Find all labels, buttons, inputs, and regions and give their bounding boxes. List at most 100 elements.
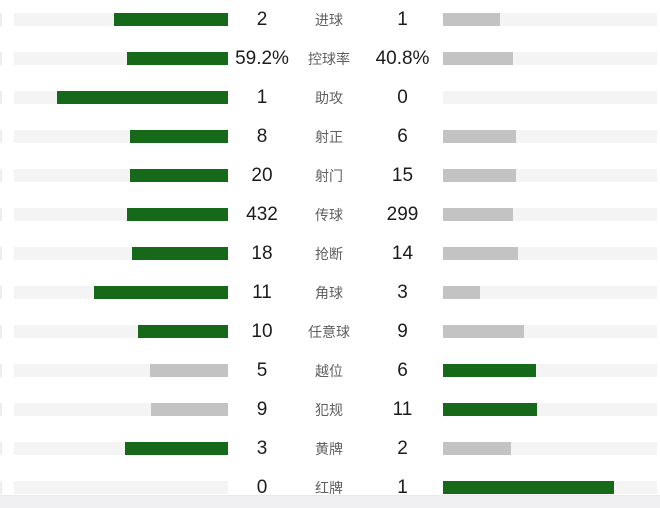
right-bar-fill bbox=[443, 169, 517, 182]
stat-label: 越位 bbox=[315, 362, 343, 379]
stat-row: 1 助攻 0 bbox=[0, 78, 660, 117]
left-value: 3 bbox=[256, 438, 268, 459]
right-value: 299 bbox=[386, 204, 419, 225]
left-value: 432 bbox=[246, 204, 278, 225]
away-bar bbox=[443, 52, 657, 65]
left-edge-sliver bbox=[0, 481, 2, 494]
away-bar bbox=[443, 169, 657, 182]
stat-row: 8 射正 6 bbox=[0, 117, 660, 156]
home-bar bbox=[0, 403, 228, 416]
right-value: 14 bbox=[391, 243, 414, 264]
left-edge-sliver bbox=[0, 403, 2, 416]
right-bar-fill bbox=[443, 286, 480, 299]
right-bar-fill bbox=[443, 364, 537, 377]
left-bar-fill bbox=[130, 169, 228, 182]
stat-label: 控球率 bbox=[308, 50, 350, 67]
stat-label: 射正 bbox=[315, 128, 343, 145]
home-bar bbox=[0, 130, 228, 143]
right-bar-fill bbox=[443, 325, 524, 338]
home-bar bbox=[0, 13, 228, 26]
stat-label: 任意球 bbox=[308, 323, 350, 340]
right-bar-fill bbox=[443, 481, 614, 494]
away-bar bbox=[443, 130, 657, 143]
left-value: 18 bbox=[251, 243, 273, 264]
right-bar-fill bbox=[443, 130, 517, 143]
left-bar-fill bbox=[57, 91, 228, 104]
home-bar bbox=[0, 325, 228, 338]
left-value: 8 bbox=[256, 126, 268, 147]
stat-row: 3 黄牌 2 bbox=[0, 429, 660, 468]
right-bar-fill bbox=[443, 52, 513, 65]
bottom-divider bbox=[0, 495, 660, 508]
away-bar bbox=[443, 403, 657, 416]
right-bar-fill bbox=[443, 403, 538, 416]
left-value: 0 bbox=[256, 477, 268, 498]
stat-row: 432 传球 299 bbox=[0, 195, 660, 234]
stat-label: 黄牌 bbox=[315, 440, 343, 457]
left-edge-sliver bbox=[0, 169, 2, 182]
right-bar-fill bbox=[443, 247, 518, 260]
left-value: 1 bbox=[256, 87, 268, 108]
left-edge-sliver bbox=[0, 364, 2, 377]
away-bar bbox=[443, 13, 657, 26]
stat-row: 2 进球 1 bbox=[0, 0, 660, 39]
left-edge-sliver bbox=[0, 442, 2, 455]
left-edge-sliver bbox=[0, 52, 2, 65]
right-value: 6 bbox=[397, 360, 408, 381]
left-edge-sliver bbox=[0, 286, 2, 299]
stat-label: 犯规 bbox=[315, 401, 343, 418]
away-bar bbox=[443, 91, 657, 104]
stat-row: 18 抢断 14 bbox=[0, 234, 660, 273]
right-value: 0 bbox=[397, 87, 408, 108]
right-value: 2 bbox=[397, 438, 408, 459]
home-bar bbox=[0, 247, 228, 260]
right-bar-fill bbox=[443, 442, 512, 455]
right-value: 11 bbox=[392, 399, 413, 420]
right-value: 9 bbox=[397, 321, 408, 342]
stat-label: 进球 bbox=[315, 11, 343, 28]
right-value: 15 bbox=[391, 165, 414, 186]
stat-row: 20 射门 15 bbox=[0, 156, 660, 195]
left-bar-fill bbox=[130, 130, 228, 143]
right-bar-fill bbox=[443, 13, 500, 26]
stat-row: 0 红牌 1 bbox=[0, 468, 660, 507]
stat-label: 传球 bbox=[315, 206, 343, 223]
left-bar-fill bbox=[114, 13, 228, 26]
stat-label: 红牌 bbox=[315, 479, 343, 496]
left-edge-sliver bbox=[0, 91, 2, 104]
left-value: 20 bbox=[251, 165, 273, 186]
away-bar bbox=[443, 247, 657, 260]
left-bar-fill bbox=[126, 52, 228, 65]
left-edge-sliver bbox=[0, 130, 2, 143]
home-bar bbox=[0, 481, 228, 494]
stat-row: 10 任意球 9 bbox=[0, 312, 660, 351]
left-value: 10 bbox=[251, 321, 273, 342]
right-value: 6 bbox=[397, 126, 408, 147]
home-bar bbox=[0, 169, 228, 182]
away-bar-track bbox=[443, 91, 657, 104]
away-bar bbox=[443, 286, 657, 299]
stat-row: 11 角球 3 bbox=[0, 273, 660, 312]
left-bar-fill bbox=[138, 325, 228, 338]
stat-label: 助攻 bbox=[315, 89, 343, 106]
away-bar bbox=[443, 325, 657, 338]
right-value: 40.8% bbox=[375, 48, 430, 69]
right-value: 1 bbox=[397, 9, 408, 30]
right-value: 3 bbox=[397, 282, 408, 303]
stat-label: 抢断 bbox=[315, 245, 343, 262]
stat-label: 射门 bbox=[315, 167, 343, 184]
stat-row: 9 犯规 11 bbox=[0, 390, 660, 429]
left-value: 9 bbox=[256, 399, 268, 420]
left-edge-sliver bbox=[0, 208, 2, 221]
left-bar-fill bbox=[126, 208, 228, 221]
home-bar bbox=[0, 364, 228, 377]
home-bar bbox=[0, 286, 228, 299]
stat-label: 角球 bbox=[315, 284, 343, 301]
home-bar bbox=[0, 91, 228, 104]
left-bar-fill bbox=[131, 247, 228, 260]
stat-row: 5 越位 6 bbox=[0, 351, 660, 390]
away-bar bbox=[443, 442, 657, 455]
left-value: 11 bbox=[252, 282, 272, 303]
home-bar bbox=[0, 442, 228, 455]
home-bar-track bbox=[14, 481, 228, 494]
